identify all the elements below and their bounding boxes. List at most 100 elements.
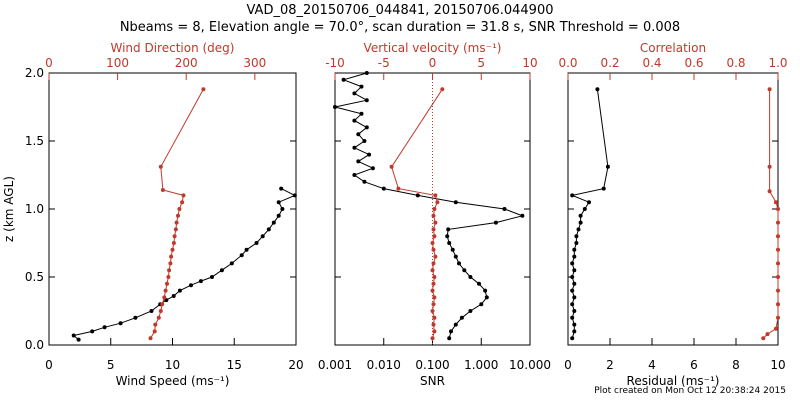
data-point bbox=[570, 261, 575, 266]
data-point bbox=[430, 309, 435, 313]
data-point bbox=[767, 189, 772, 194]
data-point bbox=[219, 268, 224, 273]
data-point bbox=[572, 268, 577, 273]
data-point bbox=[776, 302, 780, 307]
data-point bbox=[483, 288, 488, 293]
data-point bbox=[435, 200, 440, 205]
data-point bbox=[189, 283, 193, 288]
bottom-tick-label: 0.100 bbox=[415, 358, 449, 372]
bottom-tick-label: 10.000 bbox=[509, 358, 551, 372]
data-point bbox=[364, 125, 369, 130]
chart-title: VAD_08_20150706_044841, 20150706.044900 bbox=[246, 3, 554, 18]
series-line-1-2 bbox=[150, 89, 204, 339]
top-tick-label: 0.8 bbox=[726, 56, 745, 70]
data-point bbox=[276, 213, 281, 218]
data-point bbox=[148, 336, 153, 341]
data-point bbox=[570, 315, 575, 320]
data-point bbox=[457, 261, 461, 266]
data-point bbox=[133, 315, 138, 320]
data-point bbox=[574, 234, 579, 239]
data-point bbox=[198, 279, 203, 284]
data-point bbox=[276, 200, 281, 205]
plot-created-note: Plot created on Mon Oct 12 20:38:24 2015 bbox=[594, 386, 786, 396]
data-point bbox=[168, 261, 173, 266]
data-point bbox=[171, 241, 176, 245]
data-point bbox=[445, 234, 450, 239]
data-point bbox=[152, 329, 157, 334]
data-point bbox=[158, 164, 163, 169]
data-point bbox=[484, 295, 489, 300]
data-point bbox=[432, 207, 437, 211]
data-point bbox=[173, 227, 178, 232]
data-point bbox=[415, 193, 420, 198]
chart-subtitle: Nbeams = 8, Elevation angle = 70.0°, sca… bbox=[119, 20, 681, 35]
data-point bbox=[493, 220, 498, 225]
data-point bbox=[430, 268, 435, 273]
data-point bbox=[76, 337, 81, 342]
bottom-axis-label: Residual (ms⁻¹) bbox=[627, 374, 720, 388]
data-point bbox=[430, 288, 435, 293]
data-point bbox=[574, 241, 579, 245]
data-point bbox=[767, 87, 772, 92]
bottom-tick-label: 0 bbox=[564, 358, 572, 372]
data-point bbox=[149, 309, 154, 313]
top-tick-label: 300 bbox=[243, 56, 266, 70]
data-point bbox=[462, 268, 467, 273]
data-point bbox=[156, 315, 161, 320]
data-point bbox=[572, 254, 577, 259]
data-point bbox=[477, 281, 481, 286]
data-point bbox=[271, 220, 276, 225]
top-tick-label: 5 bbox=[477, 56, 485, 70]
data-point bbox=[432, 315, 437, 320]
data-point bbox=[431, 261, 436, 266]
data-point bbox=[578, 220, 583, 225]
data-point bbox=[165, 281, 169, 286]
bottom-axis-label: SNR bbox=[420, 374, 445, 388]
data-point bbox=[761, 336, 766, 341]
bottom-tick-label: 0 bbox=[45, 358, 53, 372]
data-point bbox=[570, 275, 575, 279]
data-point bbox=[201, 87, 206, 92]
data-point bbox=[572, 247, 577, 252]
bottom-tick-label: 20 bbox=[288, 358, 303, 372]
data-point bbox=[776, 275, 780, 279]
data-point bbox=[254, 241, 259, 245]
data-point bbox=[167, 268, 172, 273]
top-tick-label: 0 bbox=[429, 56, 437, 70]
series-line-3-2 bbox=[762, 89, 779, 339]
bottom-tick-label: 4 bbox=[648, 358, 656, 372]
bottom-tick-label: 15 bbox=[227, 358, 242, 372]
y-tick-label: 0.0 bbox=[25, 338, 44, 352]
top-tick-label: 1.0 bbox=[768, 56, 787, 70]
data-point bbox=[433, 220, 438, 225]
data-point bbox=[432, 295, 437, 300]
top-tick-label: 100 bbox=[106, 56, 129, 70]
top-tick-label: -5 bbox=[378, 56, 390, 70]
data-point bbox=[572, 322, 577, 327]
top-tick-label: 0 bbox=[45, 56, 53, 70]
data-point bbox=[431, 322, 436, 327]
data-point bbox=[576, 227, 581, 232]
data-point bbox=[352, 91, 357, 96]
top-tick-label: 0.0 bbox=[558, 56, 577, 70]
top-tick-label: 0.2 bbox=[600, 56, 619, 70]
data-point bbox=[177, 207, 182, 211]
data-point bbox=[359, 84, 364, 89]
data-point bbox=[453, 254, 458, 259]
data-point bbox=[459, 315, 464, 320]
data-point bbox=[572, 309, 577, 313]
data-point bbox=[570, 302, 575, 307]
bottom-tick-label: 10 bbox=[165, 358, 180, 372]
data-point bbox=[210, 275, 214, 279]
data-point bbox=[453, 200, 458, 205]
plot-frame-3 bbox=[567, 72, 779, 346]
series-line-2-2 bbox=[391, 89, 443, 339]
data-point bbox=[587, 200, 591, 205]
data-point bbox=[432, 234, 437, 239]
data-point bbox=[181, 193, 186, 198]
data-point bbox=[280, 207, 285, 211]
data-point bbox=[520, 213, 525, 218]
data-point bbox=[447, 241, 452, 245]
data-point bbox=[570, 193, 575, 198]
y-tick-label: 0.5 bbox=[25, 270, 44, 284]
